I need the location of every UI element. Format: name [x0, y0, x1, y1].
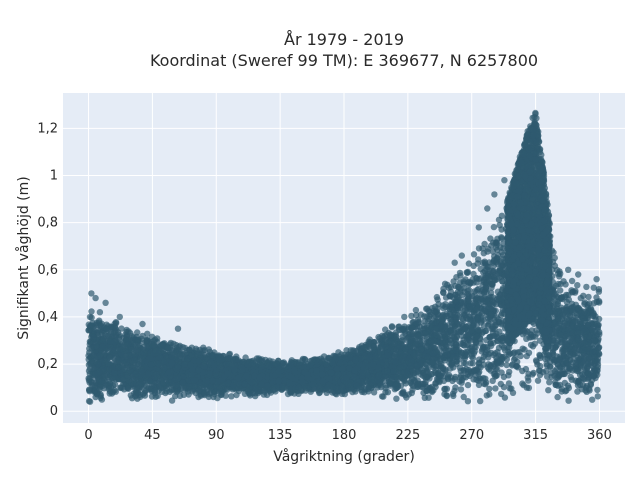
scatter-point: [466, 278, 473, 286]
scatter-point: [477, 397, 484, 405]
scatter-point: [88, 308, 95, 315]
scatter-point: [529, 343, 537, 350]
scatter-point: [530, 369, 537, 377]
scatter-point: [557, 287, 564, 294]
scatter-point: [574, 282, 581, 289]
scatter-point: [568, 300, 576, 307]
scatter-point: [423, 313, 430, 320]
scatter-point: [569, 308, 576, 316]
scatter-point: [401, 313, 408, 321]
scatter-point: [463, 269, 470, 276]
scatter-point: [425, 394, 432, 401]
scatter-point: [460, 393, 467, 401]
scatter-point: [464, 398, 472, 405]
scatter-point: [458, 291, 466, 299]
scatter-point: [494, 348, 501, 356]
scatter-point: [388, 324, 396, 331]
scatter-point: [503, 361, 510, 369]
scatter-point: [464, 381, 472, 389]
scatter-point: [370, 389, 378, 396]
scatter-point: [535, 367, 543, 374]
scatter-point: [492, 385, 499, 392]
scatter-point: [583, 283, 590, 291]
scatter-point: [115, 357, 123, 365]
scatter-point: [474, 260, 481, 267]
scatter-point: [589, 396, 596, 403]
scatter-point: [594, 386, 601, 394]
scatter-points: [85, 109, 603, 405]
scatter-point: [590, 284, 597, 291]
scatter-point: [172, 392, 179, 400]
scatter-point: [168, 397, 176, 404]
chart-title-line-1: År 1979 - 2019: [284, 30, 404, 49]
scatter-point: [525, 370, 532, 377]
scatter-point: [580, 292, 587, 299]
scatter-point: [487, 340, 494, 347]
scatter-point: [440, 289, 447, 296]
scatter-point: [457, 386, 465, 393]
scatter-point: [560, 278, 567, 285]
scatter-point: [469, 354, 477, 362]
scatter-point: [514, 349, 521, 356]
scatter-point: [470, 251, 478, 258]
scatter-point: [545, 387, 552, 394]
scatter-point: [440, 330, 447, 338]
scatter-point: [523, 352, 530, 360]
scatter-point: [475, 381, 483, 389]
scatter-point: [568, 277, 576, 285]
scatter-point: [382, 326, 389, 333]
scatter-point: [441, 385, 449, 393]
scatter-point: [176, 392, 184, 400]
scatter-point: [486, 391, 493, 398]
scatter-point: [534, 377, 542, 384]
scatter-point: [384, 389, 392, 396]
chart-title-line-2: Koordinat (Sweref 99 TM): E 369677, N 62…: [150, 51, 538, 70]
scatter-point: [439, 302, 447, 309]
scatter-point: [519, 367, 526, 375]
scatter-point: [546, 379, 553, 386]
scatter-point: [558, 385, 565, 392]
scatter-point: [458, 379, 465, 386]
scatter-point: [472, 372, 479, 379]
